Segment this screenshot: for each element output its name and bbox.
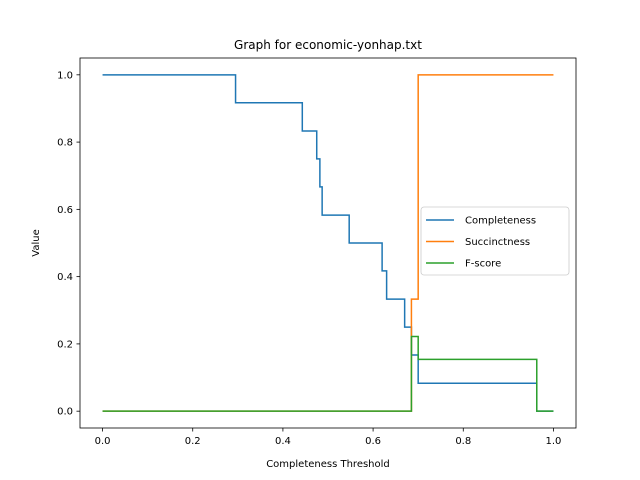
y-tick-label: 0.2 [57,339,73,350]
x-tick-label: 0.6 [365,436,381,447]
legend-label-completeness: Completeness [465,216,536,227]
y-tick-label: 1.0 [57,70,73,81]
legend-box [420,206,570,276]
x-tick-label: 0.8 [455,436,471,447]
x-axis-ticks: 0.0 0.2 0.4 0.6 0.8 1.0 [95,428,562,447]
x-tick-label: 0.0 [95,436,111,447]
y-axis-label: Value [31,229,42,256]
legend-label-f-score: F-score [465,259,501,270]
y-tick-label: 0.6 [57,205,73,216]
series-line-f-score [102,335,554,412]
y-tick-label: 0.0 [57,407,73,418]
y-axis-ticks: 0.0 0.2 0.4 0.6 0.8 1.0 [57,70,80,418]
legend-label-succinctness: Succinctness [465,237,530,248]
y-tick-label: 0.4 [57,272,73,283]
plot-frame [79,57,577,429]
chart-title: Graph for economic-yonhap.txt [234,38,422,52]
x-axis-label: Completeness Threshold [266,459,390,470]
x-tick-label: 0.4 [275,436,291,447]
plot-lines [102,74,554,412]
series-line-completeness [102,74,554,412]
x-tick-label: 1.0 [546,436,562,447]
x-tick-label: 0.2 [185,436,201,447]
legend: Completeness Succinctness F-score [420,206,570,276]
y-tick-label: 0.8 [57,138,73,149]
